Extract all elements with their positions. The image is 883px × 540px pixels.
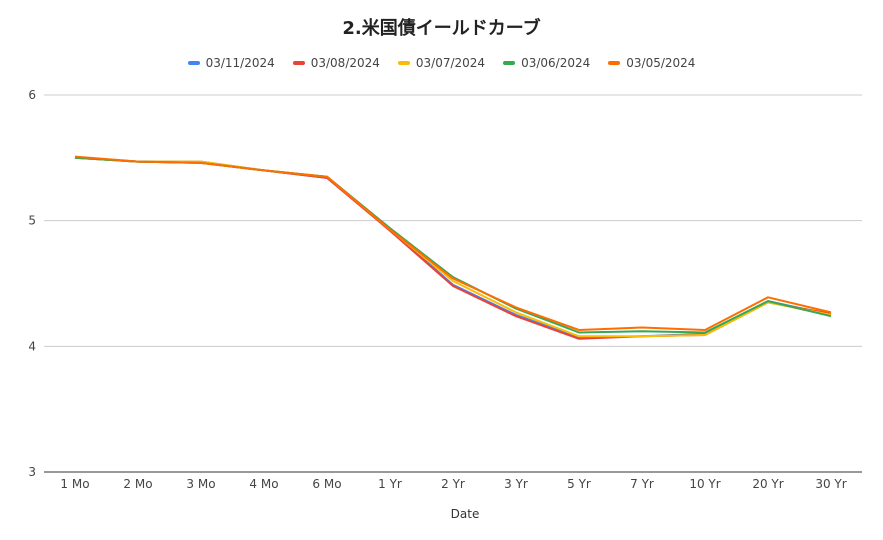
legend-label: 03/05/2024 bbox=[626, 56, 696, 70]
y-tick-label: 6 bbox=[28, 88, 36, 102]
legend-swatch bbox=[608, 61, 621, 65]
legend-item[interactable]: 03/08/2024 bbox=[292, 56, 380, 70]
x-tick-label: 7 Yr bbox=[630, 477, 654, 491]
x-tick-label: 2 Yr bbox=[441, 477, 465, 491]
x-tick-label: 6 Mo bbox=[312, 477, 341, 491]
x-tick-label: 3 Yr bbox=[504, 477, 528, 491]
chart-title: 2.米国債イールドカーブ bbox=[342, 18, 541, 39]
x-tick-label: 3 Mo bbox=[186, 477, 215, 491]
legend-item[interactable]: 03/06/2024 bbox=[503, 56, 590, 70]
series-line bbox=[74, 156, 832, 340]
chart-legend: 03/11/2024 03/08/2024 03/07/2024 03/06/2024… bbox=[0, 56, 883, 70]
x-tick-label: 2 Mo bbox=[123, 477, 152, 491]
x-axis-label: Date bbox=[451, 507, 480, 521]
x-tick-label: 10 Yr bbox=[689, 477, 720, 491]
legend-label: 03/08/2024 bbox=[310, 56, 380, 70]
x-tick-label: 4 Mo bbox=[249, 477, 278, 491]
series-line bbox=[74, 155, 832, 331]
x-tick-label: 30 Yr bbox=[815, 477, 846, 491]
legend-item[interactable]: 03/07/2024 bbox=[397, 56, 486, 70]
x-tick-label: 1 Yr bbox=[378, 477, 402, 491]
x-tick-label: 5 Yr bbox=[567, 477, 591, 491]
series-line bbox=[74, 156, 832, 339]
legend-item[interactable]: 03/11/2024 bbox=[187, 56, 275, 70]
legend-label: 03/11/2024 bbox=[205, 56, 275, 70]
legend-swatch bbox=[292, 61, 305, 65]
legend-label: 03/07/2024 bbox=[415, 56, 486, 70]
x-tick-label: 1 Mo bbox=[60, 477, 89, 491]
legend-swatch bbox=[397, 61, 410, 65]
legend-swatch bbox=[187, 61, 200, 65]
x-tick-label: 20 Yr bbox=[752, 477, 783, 491]
legend-label: 03/06/2024 bbox=[521, 56, 591, 70]
series-line bbox=[74, 156, 832, 338]
y-tick-label: 4 bbox=[28, 339, 36, 353]
series-line bbox=[74, 156, 832, 334]
legend-swatch bbox=[503, 61, 516, 65]
y-tick-label: 5 bbox=[28, 214, 36, 228]
y-tick-label: 3 bbox=[28, 465, 36, 479]
legend-item[interactable]: 03/05/2024 bbox=[608, 56, 695, 70]
